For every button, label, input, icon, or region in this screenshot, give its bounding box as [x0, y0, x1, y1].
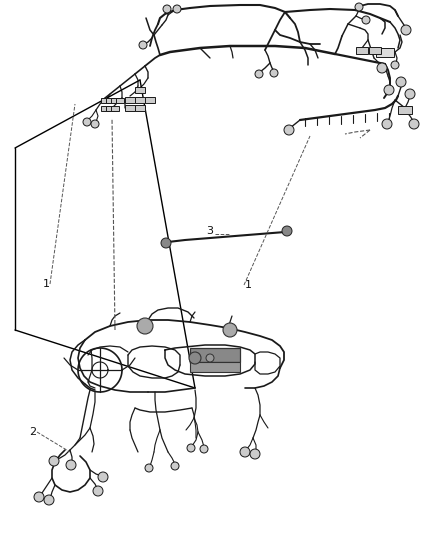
- Circle shape: [255, 70, 263, 78]
- Bar: [106, 106, 114, 110]
- Circle shape: [189, 352, 201, 364]
- Circle shape: [66, 460, 76, 470]
- Bar: [116, 98, 124, 102]
- Circle shape: [401, 25, 411, 35]
- Circle shape: [382, 119, 392, 129]
- Circle shape: [270, 69, 278, 77]
- Text: 2: 2: [29, 427, 36, 437]
- Circle shape: [163, 5, 171, 13]
- Bar: [111, 98, 119, 102]
- Bar: [135, 105, 145, 111]
- Circle shape: [396, 77, 406, 87]
- Circle shape: [49, 456, 59, 466]
- Circle shape: [171, 462, 179, 470]
- Bar: [106, 98, 114, 102]
- Circle shape: [98, 472, 108, 482]
- Bar: [369, 46, 381, 53]
- Circle shape: [91, 120, 99, 128]
- Text: 1: 1: [244, 280, 251, 290]
- Circle shape: [282, 226, 292, 236]
- Bar: [111, 106, 119, 110]
- Bar: [145, 97, 155, 103]
- Bar: [135, 87, 145, 93]
- Circle shape: [145, 464, 153, 472]
- Circle shape: [391, 61, 399, 69]
- Circle shape: [187, 444, 195, 452]
- Circle shape: [384, 85, 394, 95]
- Circle shape: [362, 16, 370, 24]
- Bar: [398, 106, 412, 114]
- Circle shape: [409, 119, 419, 129]
- Circle shape: [44, 495, 54, 505]
- Bar: [125, 97, 135, 103]
- Bar: [125, 105, 135, 111]
- Bar: [101, 106, 109, 110]
- Text: 3: 3: [206, 226, 213, 236]
- Circle shape: [355, 3, 363, 11]
- Circle shape: [83, 118, 91, 126]
- Circle shape: [223, 323, 237, 337]
- Circle shape: [200, 445, 208, 453]
- Bar: [376, 47, 394, 56]
- Circle shape: [284, 125, 294, 135]
- Circle shape: [206, 354, 214, 362]
- Bar: [135, 97, 145, 103]
- Circle shape: [137, 318, 153, 334]
- Circle shape: [34, 492, 44, 502]
- Circle shape: [405, 89, 415, 99]
- Circle shape: [139, 41, 147, 49]
- Text: 1: 1: [42, 279, 49, 289]
- Bar: [190, 348, 240, 362]
- Circle shape: [93, 486, 103, 496]
- Bar: [190, 362, 240, 372]
- Circle shape: [250, 449, 260, 459]
- Bar: [101, 98, 109, 102]
- Bar: [356, 46, 368, 53]
- Circle shape: [173, 5, 181, 13]
- Circle shape: [161, 238, 171, 248]
- Circle shape: [240, 447, 250, 457]
- Circle shape: [377, 63, 387, 73]
